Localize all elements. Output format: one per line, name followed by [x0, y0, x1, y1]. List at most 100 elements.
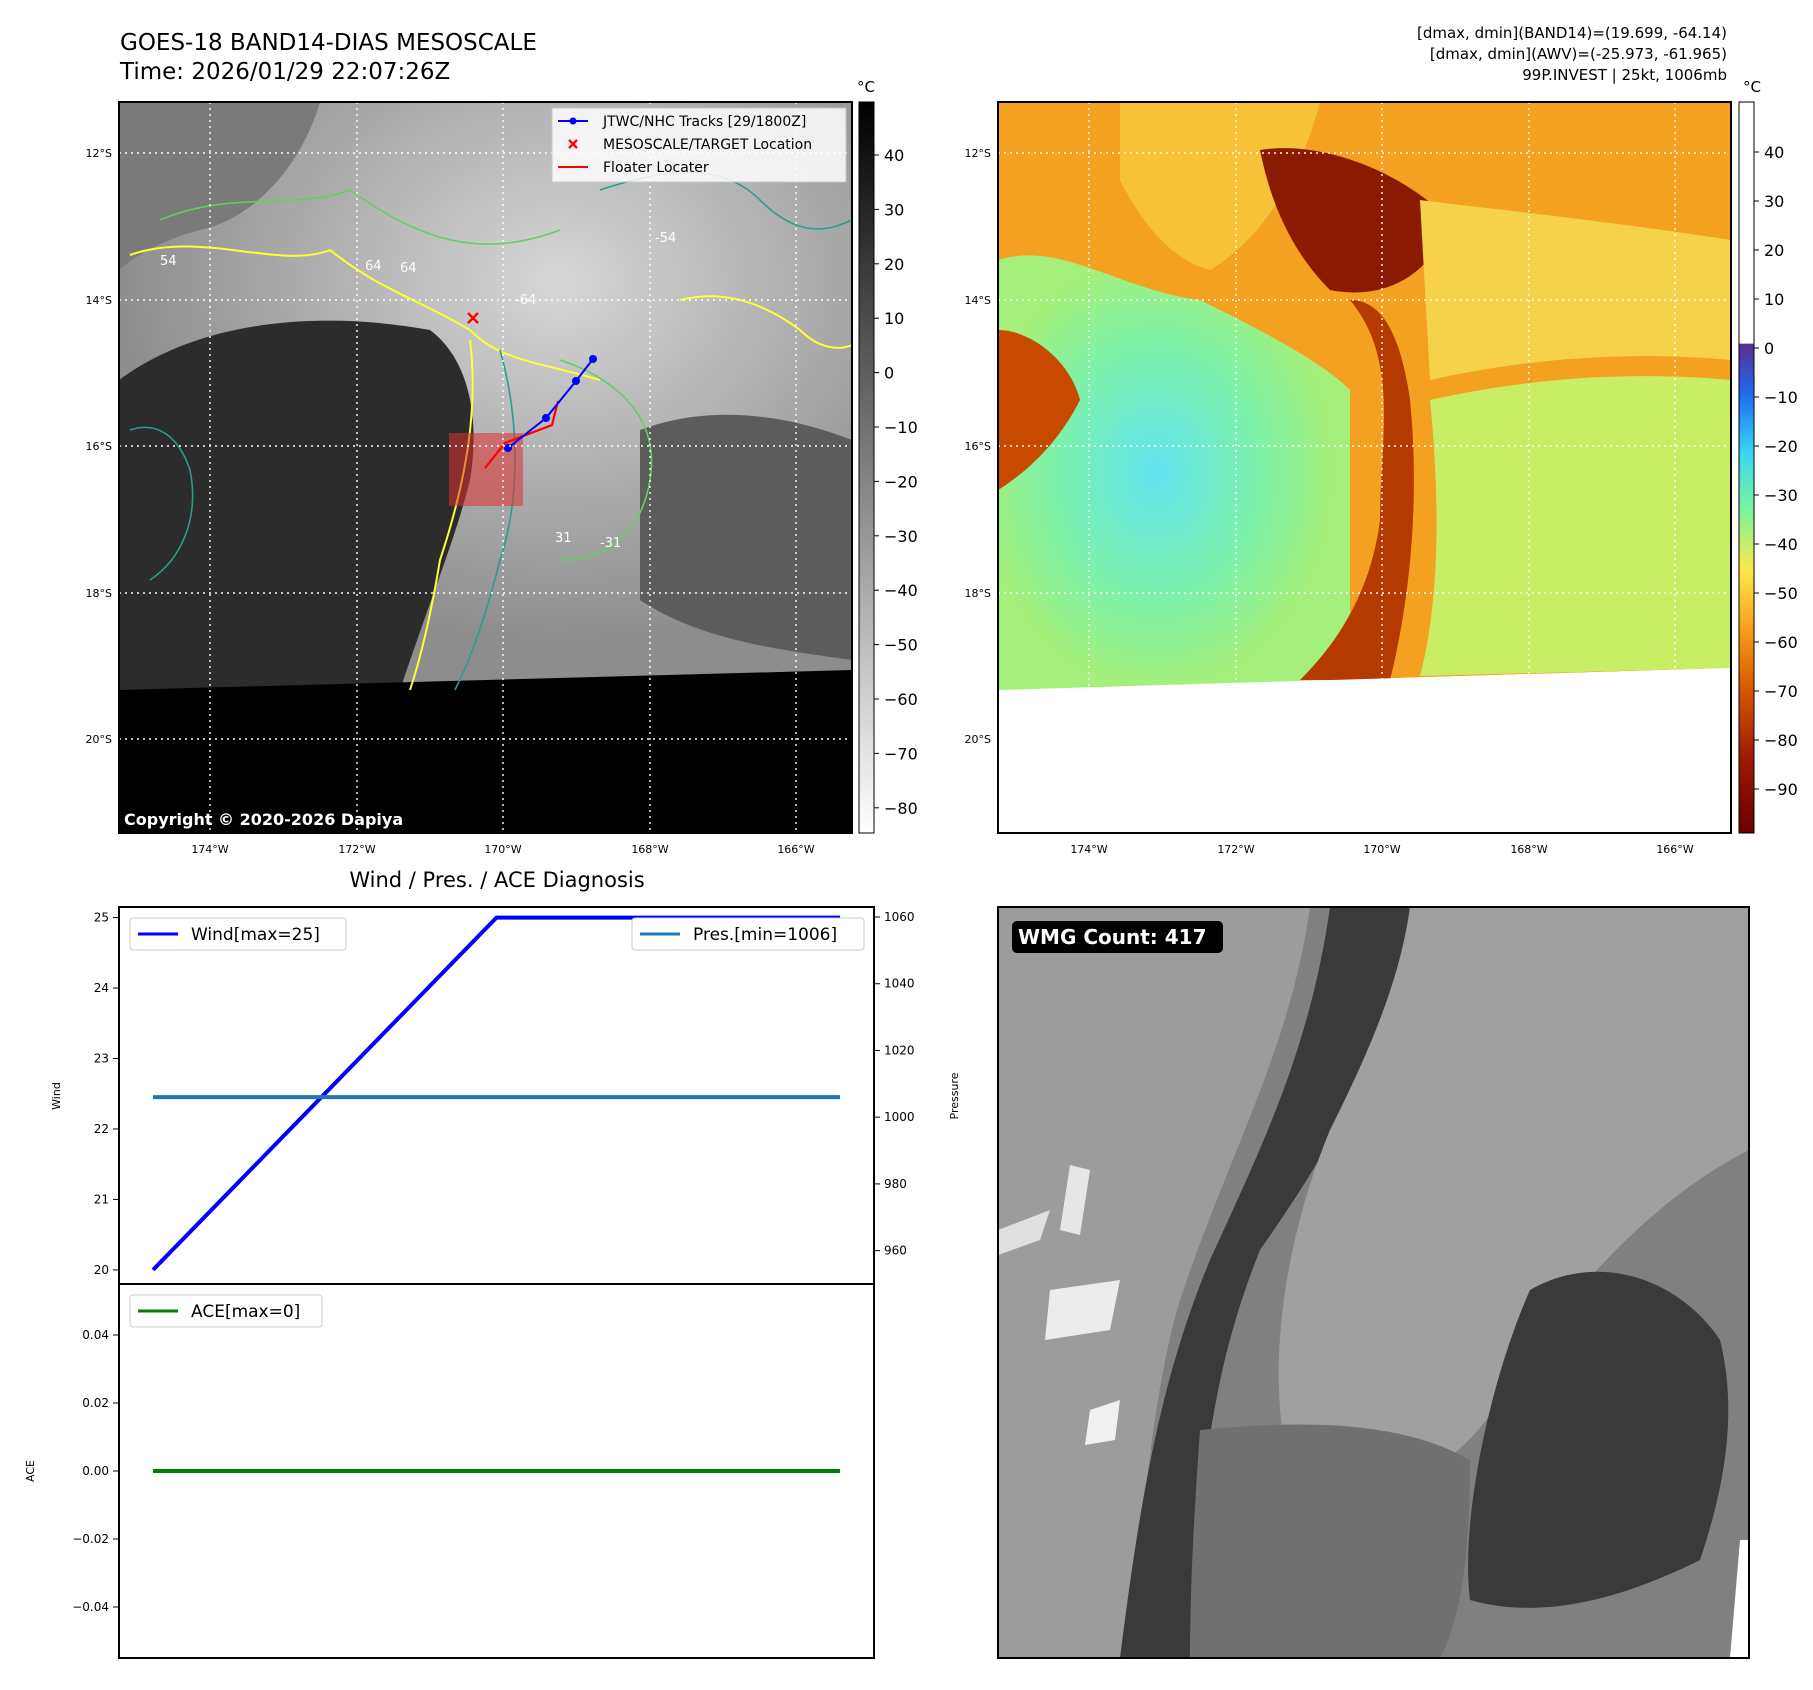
y-tick-right-label: 1000	[884, 1110, 915, 1124]
contour-label: 31	[555, 531, 572, 546]
floater-locater-line	[484, 400, 560, 469]
wind-legend: Wind[max=25]	[129, 917, 347, 951]
awv-colorbar: °C 40 30 20 10 0 −10 −20 −30 −40 −50 −60 −70 −80 −90	[1738, 78, 1798, 834]
ir-colorbar-unit: °C	[857, 78, 875, 96]
lon-label: 174°W	[1070, 843, 1107, 856]
y-tick-label: 22	[94, 1122, 109, 1136]
awv-imagery	[998, 102, 1731, 833]
track-point	[504, 444, 512, 452]
colorbar-tick-label: −80	[1764, 731, 1798, 750]
lon-label: 174°W	[191, 843, 228, 856]
colorbar-tick-label: 30	[1764, 192, 1784, 211]
y-tick-right-label: 1040	[884, 977, 915, 991]
lon-label: 172°W	[1217, 843, 1254, 856]
copyright-text: Copyright © 2020-2026 Dapiya	[124, 810, 403, 829]
legend-ace-label: ACE[max=0]	[191, 1302, 300, 1322]
lat-label: 14°S	[965, 294, 991, 307]
contour-label: 54	[160, 254, 177, 269]
legend-wind-label: Wind[max=25]	[191, 925, 320, 945]
info-line-awv: [dmax, dmin](AWV)=(-25.973, -61.965)	[1430, 45, 1727, 63]
y-tick-label: −0.02	[72, 1532, 109, 1546]
contour-label: 64	[365, 259, 382, 274]
colorbar-tick-label: −50	[884, 636, 918, 655]
y-tick-right-label: 980	[884, 1177, 907, 1191]
colorbar-tick-label: −90	[1764, 780, 1798, 799]
colorbar-tick-label: −20	[884, 472, 918, 491]
ir-lon-labels: 174°W 172°W 170°W 168°W 166°W	[191, 843, 814, 856]
ace-axis-label: ACE	[24, 1460, 37, 1482]
colorbar-tick-label: −40	[884, 581, 918, 600]
wmg-imagery	[998, 907, 1749, 1658]
lat-label: 12°S	[965, 147, 991, 160]
info-line-band14: [dmax, dmin](BAND14)=(19.699, -64.14)	[1417, 24, 1727, 42]
awv-colorbar-ticks: 40 30 20 10 0 −10 −20 −30 −40 −50 −60 −70 −80 −90	[1754, 143, 1798, 799]
figure-time: Time: 2026/01/29 22:07:26Z	[119, 59, 450, 85]
ir-colorbar-ticks: 40 30 20 10 0 −10 −20 −30 −40 −50 −60 −70 −80	[874, 146, 918, 818]
colorbar-tick-label: 10	[884, 309, 904, 328]
y-tick-label: 0.04	[82, 1328, 109, 1342]
ir-map-legend: JTWC/NHC Tracks [29/1800Z] MESOSCALE/TAR…	[551, 107, 847, 183]
colorbar-tick-label: −60	[1764, 633, 1798, 652]
y-tick-label: 21	[94, 1192, 109, 1206]
y-tick-right-label: 1020	[884, 1043, 915, 1057]
figure-title: GOES-18 BAND14-DIAS MESOSCALE	[120, 30, 537, 56]
legend-track-icon	[569, 117, 577, 125]
lon-label: 170°W	[484, 843, 521, 856]
lat-label: 18°S	[965, 587, 991, 600]
colorbar-tick-label: 40	[1764, 143, 1784, 162]
track-point	[572, 377, 580, 385]
awv-lat-labels: 12°S 14°S 16°S 18°S 20°S	[965, 147, 991, 746]
diagnosis-title: Wind / Pres. / ACE Diagnosis	[349, 868, 644, 892]
wind-y-ticks: 20 21 22 23 24 25	[94, 911, 119, 1277]
colorbar-tick-label: 0	[884, 364, 894, 383]
ir-colorbar: °C 40 30 20 10 0 −10 −20 −30 −40 −50 −60 −70 −80	[857, 78, 918, 834]
lon-label: 166°W	[777, 843, 814, 856]
lat-label: 18°S	[86, 587, 112, 600]
legend-floater-label: Floater Locater	[603, 160, 709, 176]
colorbar-tick-label: −40	[1764, 535, 1798, 554]
colorbar-tick-label: −60	[884, 690, 918, 709]
lat-label: 16°S	[86, 440, 112, 453]
colorbar-tick-label: −10	[884, 418, 918, 437]
pressure-axis-label: Pressure	[948, 1072, 961, 1119]
wind-axis-label: Wind	[50, 1082, 63, 1110]
wmg-count-label: WMG Count: 417	[1018, 925, 1207, 949]
ace-y-ticks: 0.04 0.02 0.00 −0.02 −0.04	[72, 1328, 119, 1614]
contour-label: 64	[400, 261, 417, 276]
legend-target-icon	[568, 139, 578, 149]
colorbar-tick-label: −30	[884, 527, 918, 546]
lon-label: 168°W	[1510, 843, 1547, 856]
ir-gridlines	[119, 102, 852, 833]
lat-label: 16°S	[965, 440, 991, 453]
pressure-y-ticks: 960 980 1000 1020 1040 1060	[874, 910, 915, 1258]
lon-label: 170°W	[1363, 843, 1400, 856]
legend-track-label: JTWC/NHC Tracks [29/1800Z]	[602, 114, 806, 130]
ir-lat-labels: 12°S 14°S 16°S 18°S 20°S	[86, 147, 112, 746]
colorbar-tick-label: −30	[1764, 486, 1798, 505]
pressure-legend: Pres.[min=1006]	[631, 917, 865, 951]
lat-label: 14°S	[86, 294, 112, 307]
legend-target-label: MESOSCALE/TARGET Location	[603, 137, 812, 153]
colorbar-tick-label: −70	[1764, 682, 1798, 701]
track-point	[542, 414, 550, 422]
y-tick-label: 23	[94, 1052, 109, 1066]
contour-label: -54	[655, 231, 676, 246]
ir-imagery: 64 64 54 -54 -64 31 -31	[119, 102, 852, 833]
colorbar-tick-label: 20	[884, 255, 904, 274]
y-tick-label: −0.04	[72, 1600, 109, 1614]
colorbar-tick-label: 30	[884, 200, 904, 219]
ace-legend: ACE[max=0]	[129, 1294, 323, 1328]
awv-map-panel: 12°S 14°S 16°S 18°S 20°S 174°W 172°W 170…	[965, 78, 1798, 856]
awv-colorbar-unit: °C	[1743, 78, 1761, 96]
jtwc-track-line	[507, 358, 594, 449]
wmg-panel: WMG Count: 417	[997, 906, 1750, 1659]
lat-label: 20°S	[86, 733, 112, 746]
wmg-count-box	[1012, 921, 1223, 953]
y-tick-right-label: 960	[884, 1244, 907, 1258]
lon-label: 168°W	[631, 843, 668, 856]
ir-map-panel: 64 64 54 -54 -64 31 -31	[86, 78, 918, 856]
contour-label: -31	[600, 536, 621, 551]
colorbar-tick-label: 0	[1764, 339, 1774, 358]
y-tick-label: 24	[94, 981, 109, 995]
